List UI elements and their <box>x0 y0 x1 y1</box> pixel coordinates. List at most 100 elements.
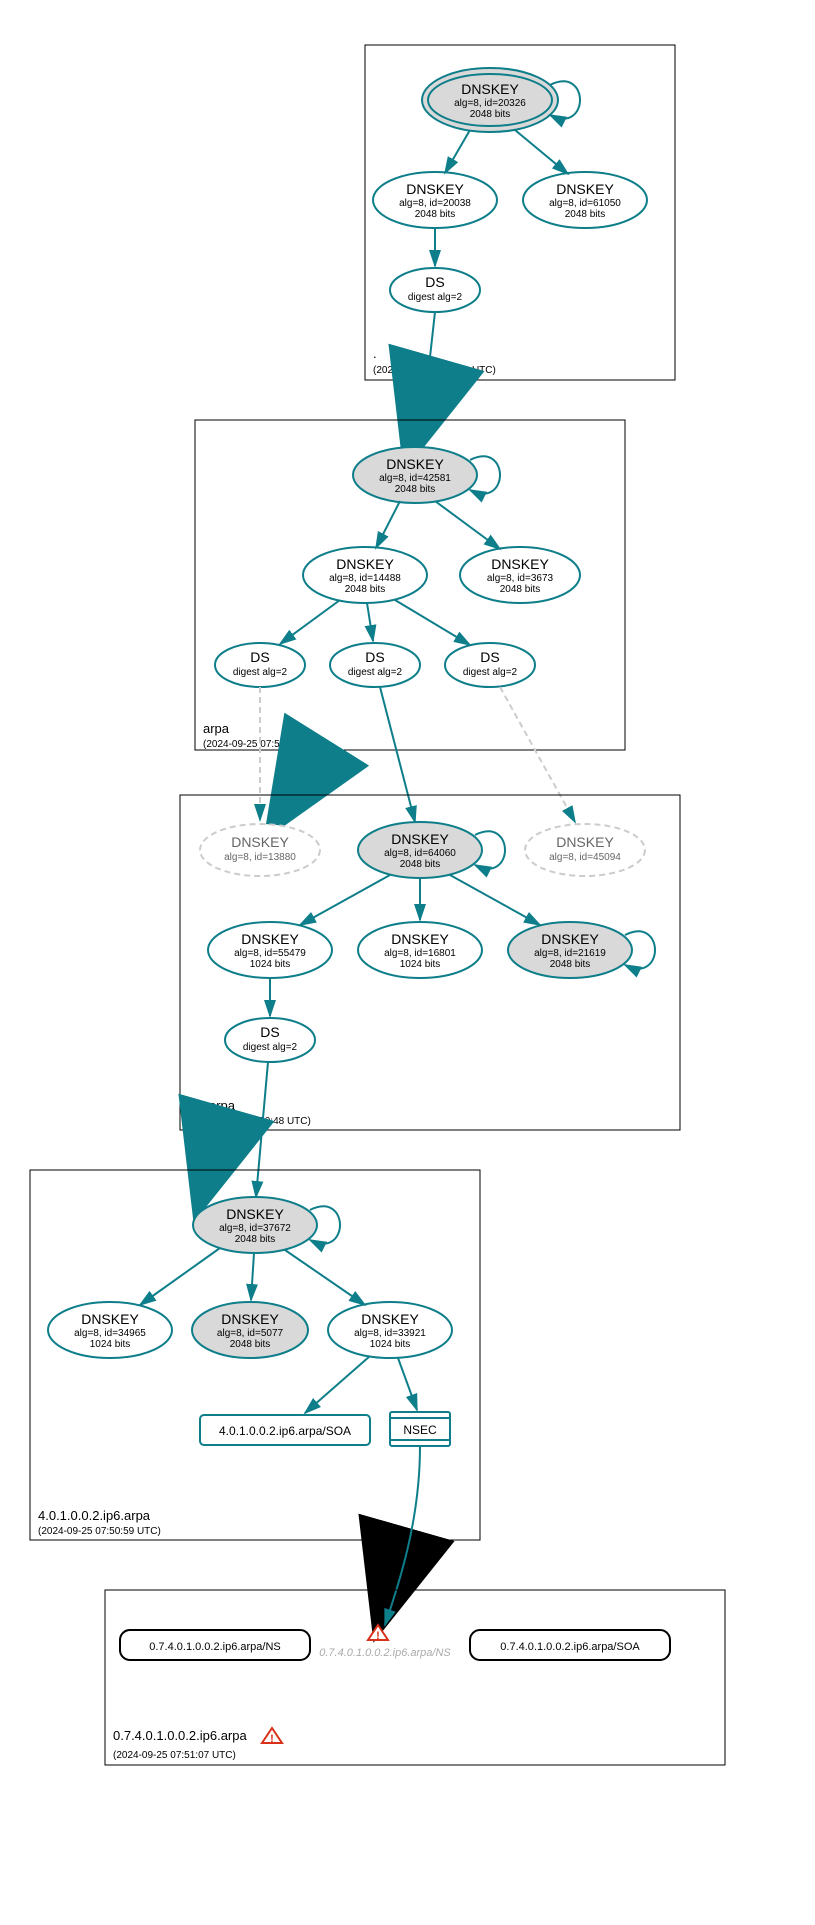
node-z07-soa: 0.7.4.0.1.0.0.2.ip6.arpa/SOA <box>470 1630 670 1660</box>
svg-text:DNSKEY: DNSKEY <box>226 1206 284 1222</box>
edge-arpa-zsk1-ds1 <box>280 600 340 644</box>
svg-text:alg=8, id=13880: alg=8, id=13880 <box>224 852 296 863</box>
svg-text:2048 bits: 2048 bits <box>550 959 591 970</box>
node-root-ds: DS digest alg=2 <box>390 268 480 312</box>
svg-text:DNSKEY: DNSKEY <box>81 1311 139 1327</box>
node-z4-ksk: DNSKEY alg=8, id=37672 2048 bits <box>193 1197 317 1253</box>
node-root-zsk1: DNSKEY alg=8, id=20038 2048 bits <box>373 172 497 228</box>
svg-text:0.7.4.0.1.0.0.2.ip6.arpa/SOA: 0.7.4.0.1.0.0.2.ip6.arpa/SOA <box>500 1641 640 1653</box>
zone-root: . (2024-09-25 07:50:13 UTC) DNSKEY alg=8… <box>365 45 675 380</box>
edge-arpa-zsk1-ds2 <box>367 603 373 641</box>
zone07-timestamp: (2024-09-25 07:51:07 UTC) <box>113 1750 236 1761</box>
svg-text:alg=8, id=61050: alg=8, id=61050 <box>549 198 621 209</box>
node-arpa-zsk2: DNSKEY alg=8, id=3673 2048 bits <box>460 547 580 603</box>
svg-text:DS: DS <box>480 649 499 665</box>
edge-arpa-ds3-ghost2 <box>500 687 575 822</box>
svg-text:digest alg=2: digest alg=2 <box>463 667 518 678</box>
svg-text:DNSKEY: DNSKEY <box>221 1311 279 1327</box>
node-ip6-ds: DS digest alg=2 <box>225 1018 315 1062</box>
svg-text:DNSKEY: DNSKEY <box>391 831 449 847</box>
svg-text:DNSKEY: DNSKEY <box>556 181 614 197</box>
warning-icon-1: ! <box>368 1625 388 1642</box>
node-ip6-zsk2: DNSKEY alg=8, id=16801 1024 bits <box>358 922 482 978</box>
node-root-zsk2: DNSKEY alg=8, id=61050 2048 bits <box>523 172 647 228</box>
node-z4-zsk1: DNSKEY alg=8, id=34965 1024 bits <box>48 1302 172 1358</box>
svg-text:alg=8, id=20326: alg=8, id=20326 <box>454 98 526 109</box>
svg-text:DS: DS <box>365 649 384 665</box>
svg-text:DS: DS <box>260 1024 279 1040</box>
node-arpa-ds2: DS digest alg=2 <box>330 643 420 687</box>
svg-text:2048 bits: 2048 bits <box>470 109 511 120</box>
svg-text:1024 bits: 1024 bits <box>400 959 441 970</box>
zone-ip6arpa: ip6.arpa (2024-09-25 07:50:48 UTC) DNSKE… <box>180 795 680 1130</box>
node-ip6-ghost1: DNSKEY alg=8, id=13880 <box>200 824 320 876</box>
svg-text:alg=8, id=16801: alg=8, id=16801 <box>384 948 456 959</box>
node-z4-zsk2: DNSKEY alg=8, id=33921 1024 bits <box>328 1302 452 1358</box>
node-arpa-ksk: DNSKEY alg=8, id=42581 2048 bits <box>353 447 477 503</box>
svg-text:alg=8, id=21619: alg=8, id=21619 <box>534 948 606 959</box>
dnssec-graph: . (2024-09-25 07:50:13 UTC) DNSKEY alg=8… <box>20 20 795 1905</box>
svg-text:digest alg=2: digest alg=2 <box>243 1042 298 1053</box>
svg-text:2048 bits: 2048 bits <box>500 584 541 595</box>
zone-4-0-1: 4.0.1.0.0.2.ip6.arpa (2024-09-25 07:50:5… <box>30 1170 480 1540</box>
node-z07-ns-warn: 0.7.4.0.1.0.0.2.ip6.arpa/NS <box>319 1647 451 1659</box>
edge-arpa-zsk1-ds3 <box>395 600 470 645</box>
edge-zone-ip6-z4 <box>210 1130 220 1165</box>
edge-z4-ksk-zsk2 <box>285 1250 365 1305</box>
svg-text:1024 bits: 1024 bits <box>370 1339 411 1350</box>
svg-text:NSEC: NSEC <box>403 1423 437 1437</box>
zone-ip6arpa-timestamp: (2024-09-25 07:50:48 UTC) <box>188 1116 311 1127</box>
svg-text:digest alg=2: digest alg=2 <box>408 292 463 303</box>
svg-text:alg=8, id=42581: alg=8, id=42581 <box>379 473 451 484</box>
edge-zone-arpa-ip6 <box>295 750 320 790</box>
edge-nsec-down <box>385 1446 420 1625</box>
edge-arpa-ksk-zsk2 <box>435 501 500 549</box>
svg-text:alg=8, id=14488: alg=8, id=14488 <box>329 573 401 584</box>
edge-arpa-ds2-ip6ksk <box>380 687 415 822</box>
svg-text:alg=8, id=34965: alg=8, id=34965 <box>74 1328 146 1339</box>
svg-text:digest alg=2: digest alg=2 <box>233 667 288 678</box>
edge-root-ksk-zsk1 <box>445 130 470 173</box>
node-ip6-ksk: DNSKEY alg=8, id=64060 2048 bits <box>358 822 482 878</box>
zone4-timestamp: (2024-09-25 07:50:59 UTC) <box>38 1526 161 1537</box>
svg-text:alg=8, id=3673: alg=8, id=3673 <box>487 573 554 584</box>
svg-text:DNSKEY: DNSKEY <box>336 556 394 572</box>
svg-text:!: ! <box>376 1630 380 1642</box>
zone-ip6arpa-label: ip6.arpa <box>188 1098 236 1113</box>
svg-text:DNSKEY: DNSKEY <box>541 931 599 947</box>
edge-ip6-ksk-zsk1 <box>300 875 390 925</box>
svg-text:alg=8, id=33921: alg=8, id=33921 <box>354 1328 426 1339</box>
zone-0-7-4: 0.7.4.0.1.0.0.2.ip6.arpa (2024-09-25 07:… <box>105 1590 725 1765</box>
zone07-label: 0.7.4.0.1.0.0.2.ip6.arpa <box>113 1728 247 1743</box>
svg-text:alg=8, id=20038: alg=8, id=20038 <box>399 198 471 209</box>
node-arpa-ds1: DS digest alg=2 <box>215 643 305 687</box>
node-ip6-ksk2: DNSKEY alg=8, id=21619 2048 bits <box>508 922 632 978</box>
node-ip6-zsk1: DNSKEY alg=8, id=55479 1024 bits <box>208 922 332 978</box>
edge-z4-ksk-ksk2 <box>251 1253 254 1300</box>
svg-text:2048 bits: 2048 bits <box>400 859 441 870</box>
node-arpa-ds3: DS digest alg=2 <box>445 643 535 687</box>
svg-text:alg=8, id=5077: alg=8, id=5077 <box>217 1328 284 1339</box>
svg-text:alg=8, id=45094: alg=8, id=45094 <box>549 852 621 863</box>
edge-z4-zsk2-nsec <box>398 1358 417 1410</box>
node-root-ksk: DNSKEY alg=8, id=20326 2048 bits <box>422 68 558 132</box>
svg-text:0.7.4.0.1.0.0.2.ip6.arpa/NS: 0.7.4.0.1.0.0.2.ip6.arpa/NS <box>319 1647 451 1659</box>
svg-text:DNSKEY: DNSKEY <box>386 456 444 472</box>
svg-text:2048 bits: 2048 bits <box>415 209 456 220</box>
svg-text:0.7.4.0.1.0.0.2.ip6.arpa/NS: 0.7.4.0.1.0.0.2.ip6.arpa/NS <box>149 1641 280 1653</box>
edge-arpa-ksk-zsk1 <box>376 501 400 548</box>
svg-text:DS: DS <box>425 274 444 290</box>
edge-ip6-ksk-ksk2 <box>450 875 540 925</box>
edge-z4-ksk-zsk1 <box>140 1248 220 1305</box>
svg-text:DNSKEY: DNSKEY <box>406 181 464 197</box>
svg-text:digest alg=2: digest alg=2 <box>348 667 403 678</box>
svg-text:!: ! <box>270 1733 274 1745</box>
svg-text:2048 bits: 2048 bits <box>395 484 436 495</box>
zone-root-label: . <box>373 346 377 361</box>
svg-text:1024 bits: 1024 bits <box>90 1339 131 1350</box>
svg-text:DNSKEY: DNSKEY <box>361 1311 419 1327</box>
svg-text:alg=8, id=37672: alg=8, id=37672 <box>219 1223 291 1234</box>
svg-text:1024 bits: 1024 bits <box>250 959 291 970</box>
edge-root-ksk-zsk2 <box>515 130 568 174</box>
svg-text:DNSKEY: DNSKEY <box>391 931 449 947</box>
